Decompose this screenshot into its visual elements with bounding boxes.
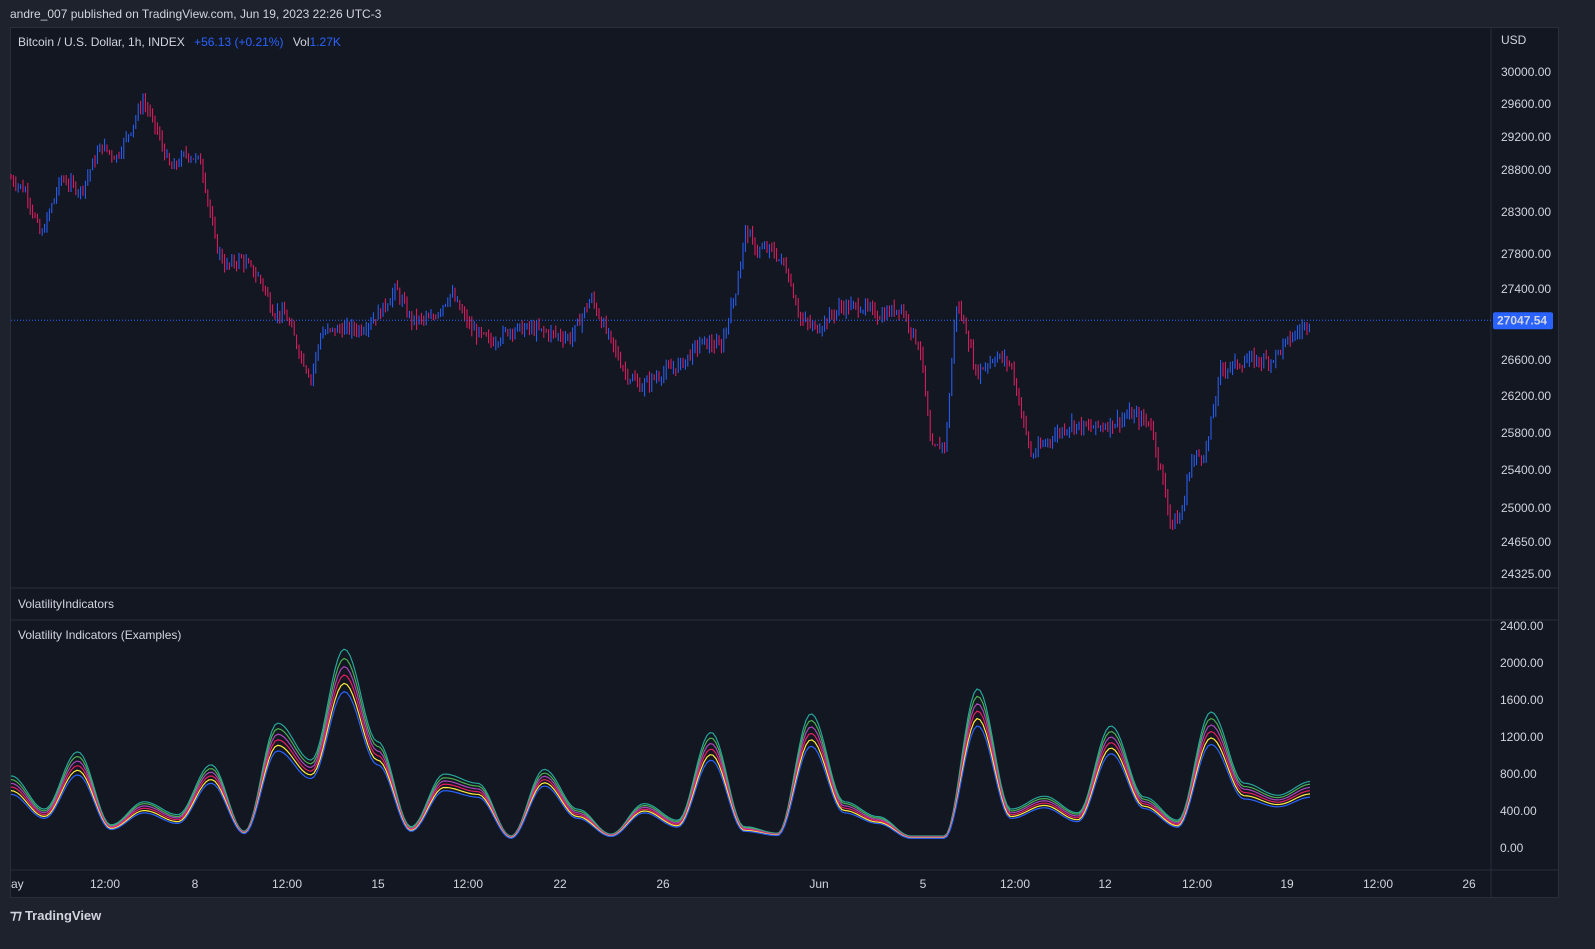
time-tick-label: 12:00 <box>453 877 483 891</box>
volatility-series-line <box>10 682 1311 839</box>
price-tick-label: 26600.00 <box>1501 353 1551 367</box>
volume-label: Vol <box>292 35 310 49</box>
time-tick-label: 15 <box>371 877 385 891</box>
last-price-label: 27047.54 <box>1497 313 1547 327</box>
price-tick-label: 27400.00 <box>1501 282 1551 296</box>
volatility-tick-label: 400.00 <box>1500 804 1537 818</box>
volatility-series-line <box>10 657 1311 838</box>
price-tick-label: 29600.00 <box>1501 97 1551 111</box>
time-tick-label: 12 <box>1098 877 1112 891</box>
time-tick-label: 5 <box>920 877 927 891</box>
price-tick-label: 28800.00 <box>1501 163 1551 177</box>
volatility-tick-label: 1200.00 <box>1500 730 1544 744</box>
time-tick-label: 26 <box>656 877 670 891</box>
indicator-pane-label[interactable]: VolatilityIndicators <box>18 597 115 611</box>
time-tick-label: 22 <box>553 877 567 891</box>
volatility-tick-label: 2000.00 <box>1500 656 1544 670</box>
price-tick-label: 28300.00 <box>1501 205 1551 219</box>
symbol-label[interactable]: Bitcoin / U.S. Dollar, 1h, INDEX <box>18 35 185 49</box>
time-tick-label: 12:00 <box>272 877 302 891</box>
time-tick-label: 12:00 <box>1363 877 1393 891</box>
volume-value: 1.27K <box>309 35 341 49</box>
candles <box>10 93 1310 531</box>
tv-logo-text: TradingView <box>24 907 102 923</box>
volatility-tick-label: 1600.00 <box>1500 693 1544 707</box>
price-tick-label: 25000.00 <box>1501 501 1551 515</box>
price-tick-label: 25400.00 <box>1501 463 1551 477</box>
volatility-series-line <box>10 674 1311 839</box>
price-tick-label: 24325.00 <box>1501 567 1551 581</box>
volatility-series-line <box>10 691 1311 839</box>
time-tick-label: ay <box>11 877 24 891</box>
volatility-tick-label: 2400.00 <box>1500 619 1544 633</box>
change-label: +56.13 (+0.21%) <box>194 35 284 49</box>
price-tick-label: 27800.00 <box>1501 247 1551 261</box>
publish-info: andre_007 published on TradingView.com, … <box>10 7 382 21</box>
volatility-tick-label: 800.00 <box>1500 767 1537 781</box>
time-tick-label: 12:00 <box>1000 877 1030 891</box>
volatility-series-line <box>10 648 1311 837</box>
last-price-badge <box>1493 312 1553 330</box>
oscillator-label[interactable]: Volatility Indicators (Examples) <box>18 628 182 642</box>
price-tick-label: 25800.00 <box>1501 426 1551 440</box>
volatility-tick-label: 0.00 <box>1500 841 1524 855</box>
price-tick-label: 26200.00 <box>1501 389 1551 403</box>
tv-logo-icon: ⁊⁊ <box>10 907 22 922</box>
main-legend: Bitcoin / U.S. Dollar, 1h, INDEX +56.13 … <box>18 35 341 49</box>
price-tick-label: 30000.00 <box>1501 65 1551 79</box>
time-tick-label: 19 <box>1280 877 1294 891</box>
time-tick-label: 12:00 <box>90 877 120 891</box>
price-tick-label: 24650.00 <box>1501 535 1551 549</box>
time-tick-label: 26 <box>1462 877 1476 891</box>
time-tick-label: Jun <box>809 877 828 891</box>
price-tick-label: 29200.00 <box>1501 130 1551 144</box>
price-axis-currency: USD <box>1501 33 1527 47</box>
time-tick-label: 12:00 <box>1182 877 1212 891</box>
volatility-series-line <box>10 666 1311 838</box>
tradingview-logo[interactable]: ⁊⁊ TradingView <box>10 907 101 923</box>
time-tick-label: 8 <box>192 877 199 891</box>
